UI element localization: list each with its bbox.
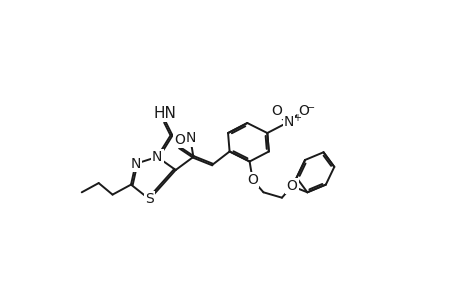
- Text: N: N: [130, 157, 140, 171]
- Text: N: N: [185, 131, 195, 146]
- Text: −: −: [307, 103, 315, 113]
- Text: N: N: [151, 150, 162, 164]
- Text: O: O: [286, 179, 297, 193]
- Text: O: O: [297, 104, 308, 118]
- Text: +: +: [292, 113, 300, 123]
- Text: S: S: [145, 192, 154, 206]
- Text: HN: HN: [153, 106, 176, 122]
- Text: O: O: [270, 104, 281, 118]
- Text: O: O: [174, 133, 185, 147]
- Text: O: O: [247, 173, 257, 187]
- Text: N: N: [283, 115, 293, 129]
